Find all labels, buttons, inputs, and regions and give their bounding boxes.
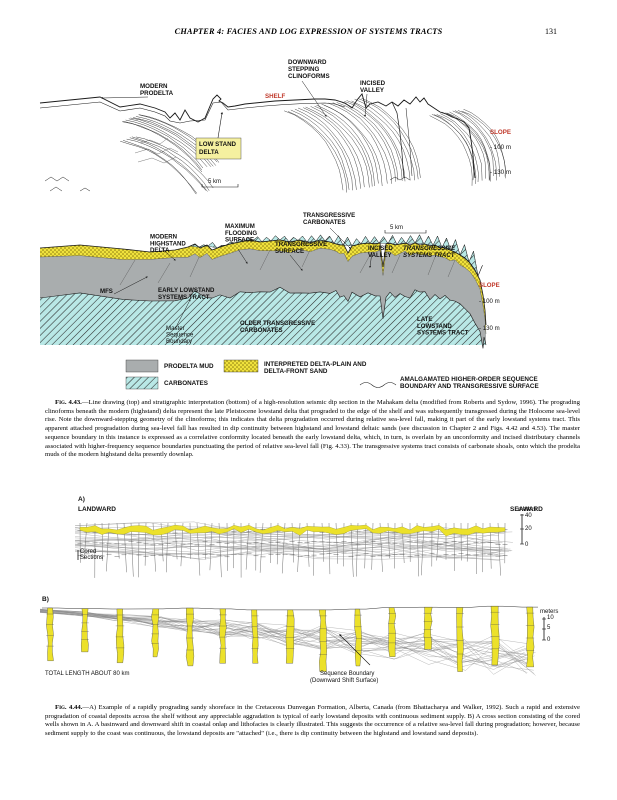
svg-text:VALLEY: VALLEY <box>360 87 385 94</box>
svg-text:- 100 m: - 100 m <box>479 298 500 305</box>
svg-text:0: 0 <box>525 542 529 548</box>
svg-text:SURFACE: SURFACE <box>275 248 304 255</box>
svg-text:- 100 m: - 100 m <box>490 144 511 151</box>
svg-text:CARBONATES: CARBONATES <box>240 327 283 334</box>
svg-text:10: 10 <box>547 615 554 621</box>
svg-text:SYSTEMS TRACT: SYSTEMS TRACT <box>403 252 456 259</box>
svg-text:- 130 m: - 130 m <box>490 169 511 176</box>
svg-text:PRODELTA: PRODELTA <box>140 90 174 97</box>
svg-text:INTERPRETED DELTA-PLAIN AND: INTERPRETED DELTA-PLAIN AND <box>264 361 367 368</box>
svg-text:SURFACE: SURFACE <box>225 237 254 244</box>
svg-text:CARBONATES: CARBONATES <box>164 380 208 387</box>
svg-text:MFS: MFS <box>100 288 113 295</box>
svg-text:(Downward Shift Surface): (Downward Shift Surface) <box>310 678 378 684</box>
svg-text:20: 20 <box>525 526 532 532</box>
svg-text:5 km: 5 km <box>390 225 403 231</box>
svg-text:BOUNDARY AND TRANSGRESSIVE SUR: BOUNDARY AND TRANSGRESSIVE SURFACE <box>400 383 539 390</box>
svg-text:PRODELTA MUD: PRODELTA MUD <box>164 363 214 370</box>
svg-text:5: 5 <box>547 625 551 631</box>
svg-text:B): B) <box>42 596 49 603</box>
svg-text:MODERN: MODERN <box>140 83 168 90</box>
svg-text:DELTA: DELTA <box>199 149 219 156</box>
svg-text:5 km: 5 km <box>208 179 221 185</box>
svg-text:0: 0 <box>547 637 551 643</box>
svg-text:INCISED: INCISED <box>360 80 386 87</box>
svg-text:Boundary: Boundary <box>166 338 193 345</box>
svg-text:Sequence Boundary: Sequence Boundary <box>320 671 374 677</box>
svg-text:SYSTEMS TRACT: SYSTEMS TRACT <box>158 294 210 301</box>
svg-text:DELTA-FRONT SAND: DELTA-FRONT SAND <box>264 368 328 375</box>
svg-text:TOTAL LENGTH ABOUT 80 km: TOTAL LENGTH ABOUT 80 km <box>45 671 129 677</box>
svg-text:SLOPE: SLOPE <box>479 282 500 289</box>
svg-text:A): A) <box>78 496 85 503</box>
svg-text:CARBONATES: CARBONATES <box>303 219 346 226</box>
svg-text:Sections: Sections <box>80 555 103 561</box>
svg-text:STEPPING: STEPPING <box>288 66 319 73</box>
svg-text:AMALGAMATED HIGHER-ORDER SEQUE: AMALGAMATED HIGHER-ORDER SEQUENCE <box>400 376 538 383</box>
svg-text:CLINOFORMS: CLINOFORMS <box>288 73 330 80</box>
svg-text:- 130 m: - 130 m <box>479 325 500 332</box>
svg-text:DOWNWARD: DOWNWARD <box>288 59 327 66</box>
svg-text:40: 40 <box>525 513 532 519</box>
svg-text:SLOPE: SLOPE <box>490 129 511 136</box>
svg-text:SYSTEMS TRACT: SYSTEMS TRACT <box>417 330 469 337</box>
svg-text:LOW STAND: LOW STAND <box>199 141 237 148</box>
svg-text:LANDWARD: LANDWARD <box>78 506 116 513</box>
svg-text:SHELF: SHELF <box>265 93 286 100</box>
